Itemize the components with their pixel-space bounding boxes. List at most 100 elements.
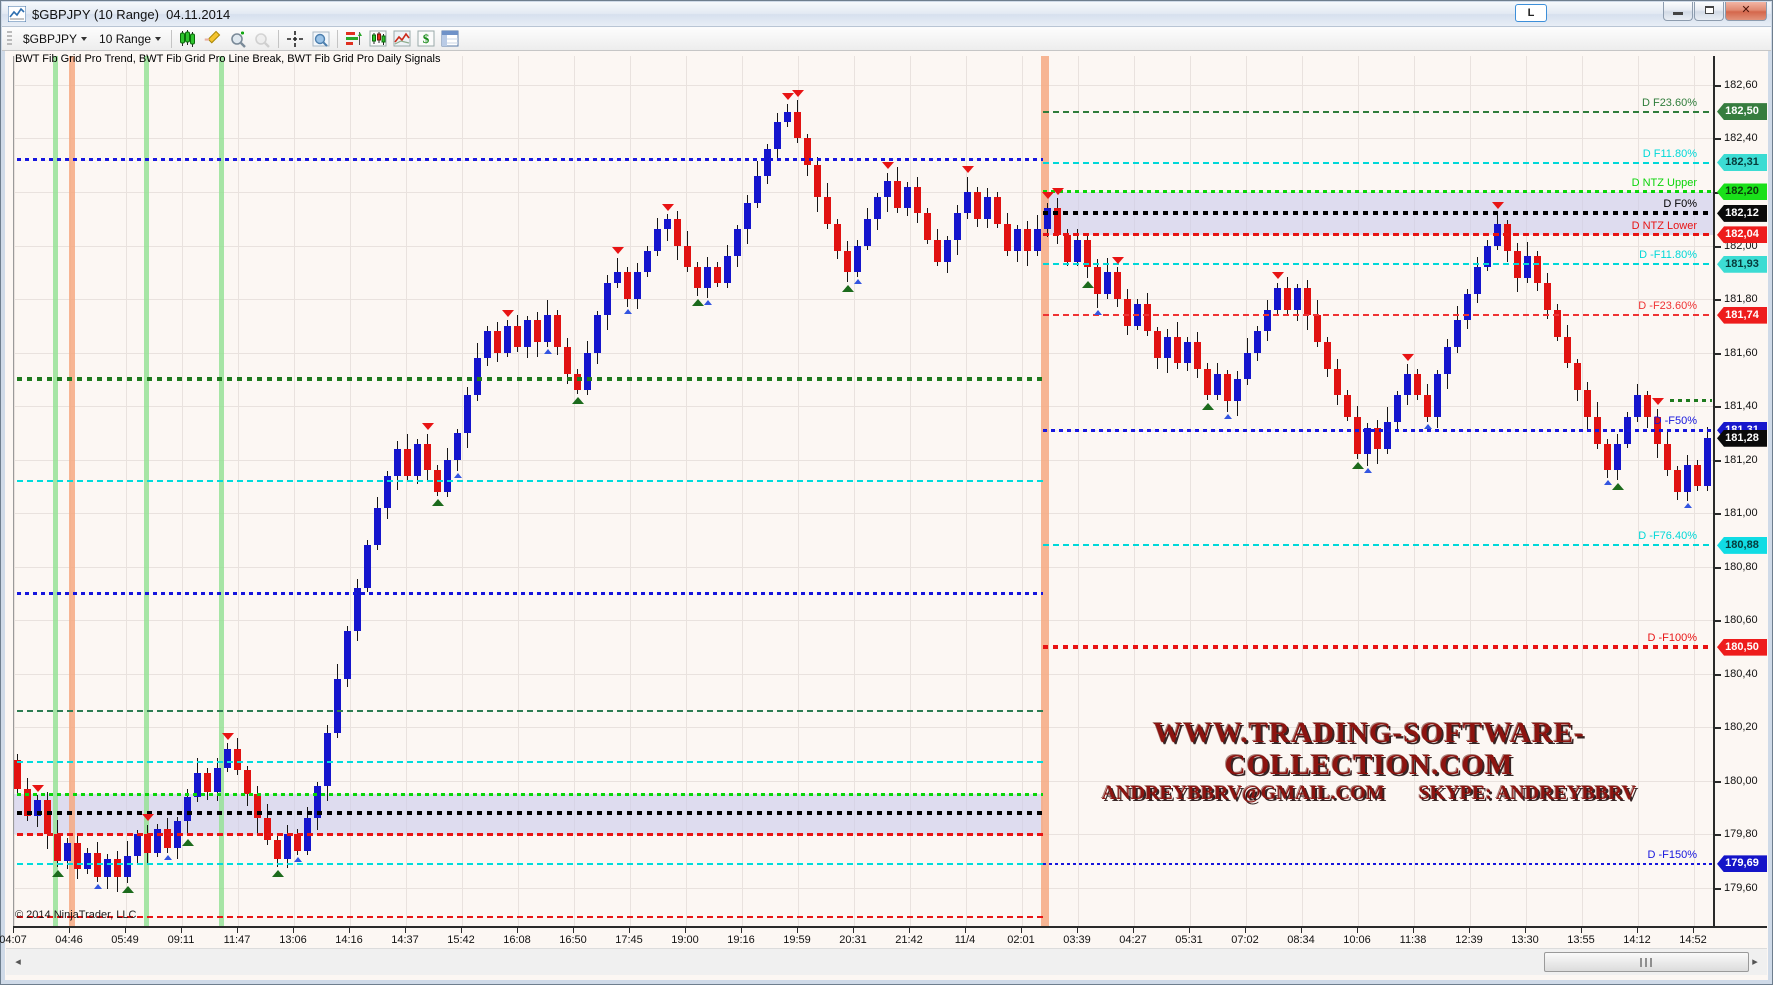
time-tick xyxy=(13,928,14,933)
interval-dropdown[interactable]: 10 Range xyxy=(93,30,167,48)
time-tick-label: 14:52 xyxy=(1679,934,1707,946)
candle xyxy=(194,772,201,797)
sell-signal-icon xyxy=(611,246,624,254)
fib-price-tag: 182,31 xyxy=(1717,154,1767,172)
sell-signal-icon xyxy=(1041,192,1054,200)
fib-price-tag: 182,04 xyxy=(1717,226,1767,244)
candle xyxy=(584,352,591,391)
instrument-dropdown[interactable]: $GBPJPY xyxy=(17,30,93,48)
candle xyxy=(934,240,941,262)
time-tick-label: 04:46 xyxy=(55,934,83,946)
zoom-in-button[interactable] xyxy=(226,28,250,50)
candle xyxy=(914,186,921,214)
candle xyxy=(274,839,281,859)
link-button[interactable]: L xyxy=(1515,4,1547,22)
buy-signal-icon xyxy=(853,278,862,284)
candle xyxy=(234,748,241,771)
time-tick xyxy=(797,928,798,933)
candle xyxy=(264,818,271,840)
gridline-vertical xyxy=(798,56,799,926)
gridline-vertical xyxy=(1022,56,1023,926)
candle xyxy=(1394,395,1401,423)
candle xyxy=(764,149,771,176)
candle xyxy=(1304,288,1311,316)
fib-line-label: D NTZ Upper xyxy=(1631,176,1697,189)
time-tick-label: 19:16 xyxy=(727,934,755,946)
price-tick xyxy=(1715,459,1721,462)
price-tick xyxy=(1715,245,1721,248)
candle xyxy=(84,853,91,870)
candle xyxy=(354,588,361,632)
candle xyxy=(954,213,961,241)
candle xyxy=(794,111,801,139)
candle xyxy=(1074,240,1081,262)
candle xyxy=(1184,341,1191,364)
toolbar-grip[interactable] xyxy=(7,30,12,47)
data-box-button[interactable] xyxy=(309,28,333,50)
mini-chart-button[interactable] xyxy=(390,28,414,49)
price-tick-label: 181,60 xyxy=(1724,346,1758,359)
chart-style-button[interactable] xyxy=(176,28,201,49)
fib-line-day2 xyxy=(1043,428,1713,432)
chart-plot-area[interactable]: D F23.60% D F11.80% D NTZ Upper D F0% D NTZ … xyxy=(13,56,1713,926)
chart-trader-button[interactable] xyxy=(342,28,366,49)
minimize-button[interactable] xyxy=(1663,2,1693,21)
close-button[interactable]: ✕ xyxy=(1725,2,1767,21)
price-tick-label: 179,60 xyxy=(1724,882,1758,894)
time-tick-label: 16:08 xyxy=(503,934,531,946)
session-line xyxy=(69,56,75,926)
fib-price-tag: 182,12 xyxy=(1717,204,1767,222)
candle xyxy=(1124,299,1131,326)
scroll-left-arrow-icon[interactable]: ◂ xyxy=(15,956,21,968)
fib-line-day1 xyxy=(17,377,1043,382)
candle xyxy=(604,283,611,316)
restore-button[interactable] xyxy=(1694,2,1724,21)
buy-signal-icon xyxy=(1683,503,1692,509)
title-bar[interactable]: $GBPJPY (10 Range) 04.11.2014 L ✕ xyxy=(2,2,1771,27)
price-tick xyxy=(1715,834,1721,837)
market-analyzer-button[interactable] xyxy=(366,28,390,49)
time-tick xyxy=(1581,928,1582,933)
chevron-down-icon xyxy=(155,36,162,41)
candle xyxy=(574,374,581,391)
zoom-out-button[interactable] xyxy=(250,28,274,50)
fib-line-label: D F23.60% xyxy=(1641,96,1697,109)
candle xyxy=(414,443,421,476)
horizontal-scrollbar[interactable]: ◂ ▸ xyxy=(6,948,1767,975)
candle xyxy=(854,245,861,273)
scroll-right-arrow-icon[interactable]: ▸ xyxy=(1752,956,1758,968)
candle xyxy=(1284,288,1291,310)
candle xyxy=(1444,347,1451,375)
fib-line-label: D F0% xyxy=(1663,198,1697,211)
watermark-email: ANDREYBBRV@GMAIL.COM xyxy=(1101,782,1385,804)
grid-panel-button[interactable] xyxy=(438,28,462,49)
buy-signal-icon xyxy=(181,838,194,846)
price-tick-label: 180,80 xyxy=(1724,560,1758,573)
fib-stub-line xyxy=(1670,399,1712,403)
sell-signal-icon xyxy=(1651,398,1664,406)
time-tick-label: 13:06 xyxy=(279,934,307,946)
price-axis[interactable]: 182,60182,40182,20182,00181,80181,60181,… xyxy=(1713,56,1769,926)
candle xyxy=(664,218,671,230)
fib-line-day2 xyxy=(1043,110,1713,113)
candle xyxy=(134,834,141,856)
session-line xyxy=(52,56,58,926)
candle xyxy=(1264,309,1271,332)
chart-style-icon xyxy=(180,30,196,47)
price-tick-label: 181,00 xyxy=(1724,507,1758,520)
candle xyxy=(324,732,331,787)
account-dollar-button[interactable]: $ xyxy=(414,28,438,49)
fib-line-day2 xyxy=(1043,263,1713,266)
time-axis[interactable]: 04:07 04:46 05:49 09:11 11:47 13:06 14:16 14:37… xyxy=(0,926,1767,946)
fib-line-day2 xyxy=(1043,314,1713,317)
candle xyxy=(444,459,451,492)
candle xyxy=(984,197,991,219)
price-tick xyxy=(1715,299,1721,302)
crosshair-button[interactable] xyxy=(283,28,309,50)
scrollbar-thumb[interactable] xyxy=(1544,952,1749,972)
candle xyxy=(144,834,151,854)
candle xyxy=(1314,315,1321,342)
gridline-vertical xyxy=(294,56,295,926)
drawing-tools-button[interactable] xyxy=(201,28,226,49)
gridline-vertical xyxy=(742,56,743,926)
